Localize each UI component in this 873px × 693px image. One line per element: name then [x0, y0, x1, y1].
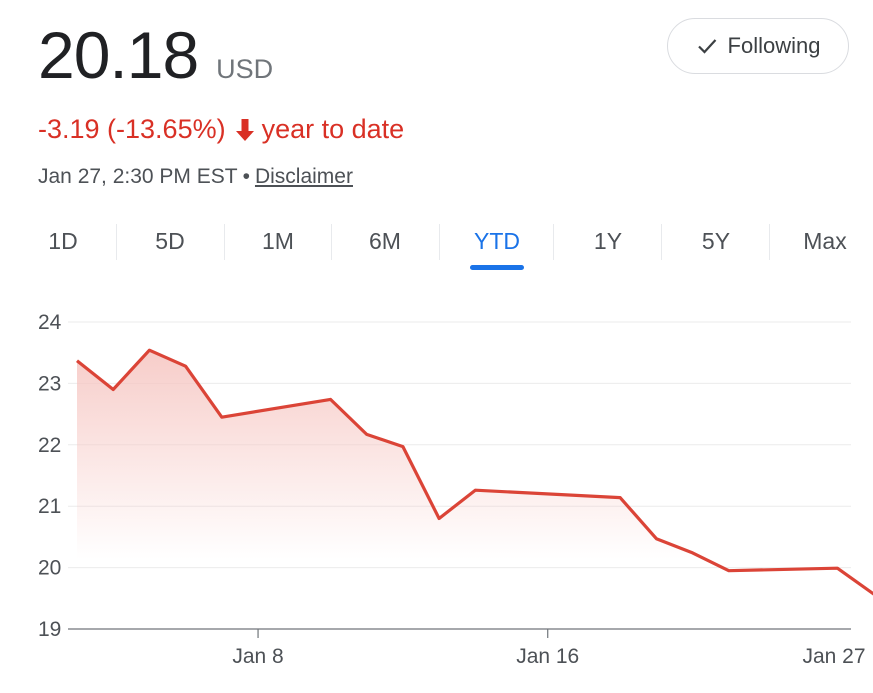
ytd-change: -3.19 (-13.65%) year to date — [38, 114, 404, 145]
tab-5y[interactable]: 5Y — [676, 222, 756, 270]
tab-1m[interactable]: 1M — [238, 222, 318, 270]
tab-label: Max — [803, 228, 847, 254]
x-tick-label: Jan 16 — [516, 645, 579, 668]
price-value: 20.18 — [38, 18, 199, 92]
tab-ytd[interactable]: YTD — [457, 222, 537, 270]
y-tick-label: 22 — [38, 434, 61, 457]
tab-label: 1M — [262, 228, 294, 254]
change-period: year to date — [261, 114, 405, 144]
following-label: Following — [727, 33, 821, 58]
tab-divider — [661, 224, 662, 260]
range-tabs: 1D 5D 1M 6M YTD 1Y 5Y Max — [0, 222, 873, 272]
tab-label: 1Y — [593, 228, 623, 254]
price-chart: 19 20 21 22 23 24 Jan 8 Jan 16 Jan 27 — [38, 311, 873, 668]
y-tick-label: 19 — [38, 618, 61, 641]
y-tick-label: 23 — [38, 372, 61, 395]
chart-price-line — [76, 348, 873, 596]
tab-6m[interactable]: 6M — [345, 222, 425, 270]
tab-1y[interactable]: 1Y — [568, 222, 648, 270]
tab-5d[interactable]: 5D — [130, 222, 210, 270]
y-tick-label: 24 — [38, 311, 62, 334]
x-tick-label: Jan 8 — [232, 645, 283, 668]
tab-divider — [553, 224, 554, 260]
tab-divider — [116, 224, 117, 260]
arrow-down-icon — [235, 118, 254, 141]
separator: • — [242, 165, 250, 188]
quote-meta: Jan 27, 2:30 PM EST • Disclaimer — [38, 165, 353, 189]
tab-divider — [769, 224, 770, 260]
tab-divider — [439, 224, 440, 260]
tab-max[interactable]: Max — [785, 222, 865, 270]
tab-label: 6M — [369, 228, 401, 254]
active-tab-indicator — [470, 265, 524, 270]
y-tick-label: 20 — [38, 557, 61, 580]
tab-1d[interactable]: 1D — [23, 222, 103, 270]
tab-divider — [224, 224, 225, 260]
change-value: -3.19 (-13.65%) — [38, 114, 226, 144]
tab-label: 5D — [155, 228, 185, 254]
y-tick-label: 21 — [38, 495, 61, 518]
disclaimer-link[interactable]: Disclaimer — [254, 165, 353, 188]
tab-label: 1D — [48, 228, 78, 254]
tab-label: 5Y — [701, 228, 731, 254]
price-block: 20.18 USD — [38, 22, 273, 88]
check-icon — [697, 39, 716, 54]
price-currency: USD — [216, 54, 274, 84]
tab-label: YTD — [474, 228, 520, 254]
tab-divider — [331, 224, 332, 260]
following-button[interactable]: Following — [667, 18, 849, 74]
timestamp: Jan 27, 2:30 PM EST — [38, 165, 238, 188]
chart-area-fill — [77, 350, 873, 629]
x-tick-label: Jan 27 — [802, 645, 865, 668]
